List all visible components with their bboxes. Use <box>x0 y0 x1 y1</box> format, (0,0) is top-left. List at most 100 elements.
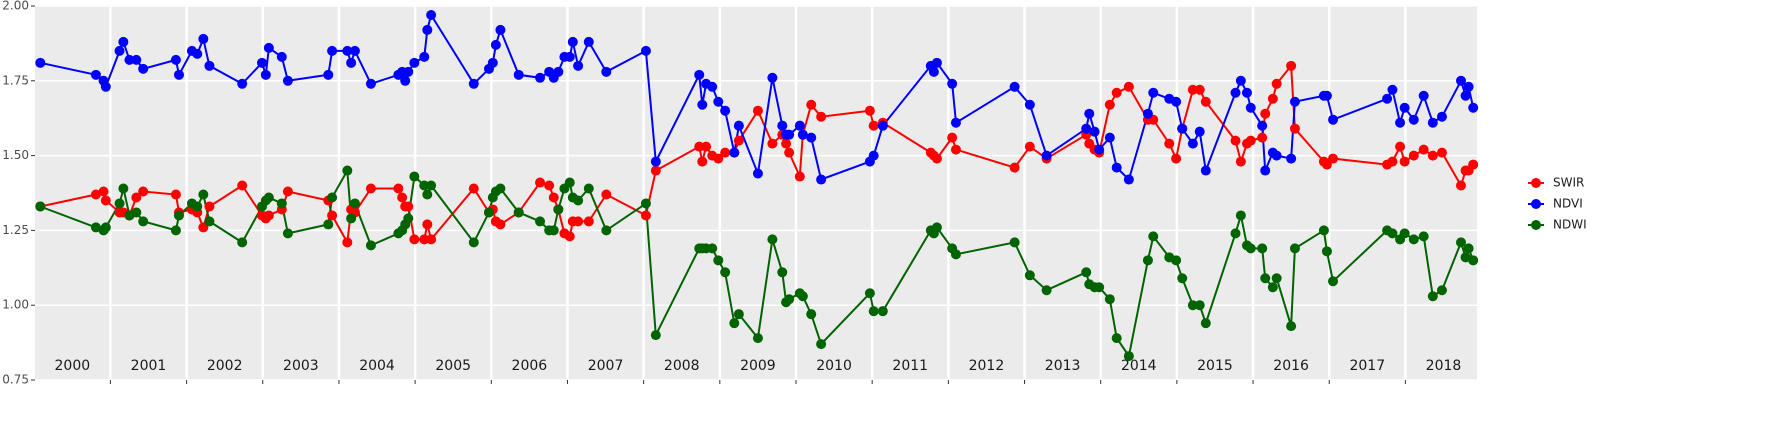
data-point <box>1468 255 1479 266</box>
data-point <box>1230 87 1241 98</box>
y-tick-label: 1.00 <box>2 298 29 312</box>
data-point <box>707 243 718 254</box>
data-point <box>100 195 111 206</box>
data-point <box>720 105 731 116</box>
data-point <box>544 180 555 191</box>
data-point <box>564 231 575 242</box>
data-point <box>1111 162 1122 173</box>
data-point <box>640 198 651 209</box>
data-point <box>1321 246 1332 257</box>
data-point <box>767 72 778 83</box>
data-point <box>204 60 215 71</box>
data-point <box>422 219 433 230</box>
data-point <box>276 51 287 62</box>
legend-marker <box>1531 178 1541 188</box>
data-point <box>573 216 584 227</box>
x-tick-label: 2000 <box>55 358 91 374</box>
data-point <box>931 153 942 164</box>
data-point <box>1094 282 1105 293</box>
data-point <box>1427 291 1438 302</box>
data-point <box>35 201 46 212</box>
data-point <box>118 36 129 47</box>
data-point <box>1382 93 1393 104</box>
data-point <box>1418 144 1429 155</box>
data-point <box>567 36 578 47</box>
data-point <box>1171 153 1182 164</box>
data-point <box>548 225 559 236</box>
data-point <box>650 156 661 167</box>
data-point <box>1408 234 1419 245</box>
data-point <box>170 225 181 236</box>
data-point <box>697 99 708 110</box>
data-point <box>797 291 808 302</box>
data-point <box>1104 132 1115 143</box>
data-point <box>257 57 268 68</box>
data-point <box>1286 153 1297 164</box>
data-point <box>1436 111 1447 122</box>
data-point <box>1235 156 1246 167</box>
data-point <box>100 81 111 92</box>
data-point <box>282 186 293 197</box>
data-point <box>1245 135 1256 146</box>
data-point <box>1436 147 1447 158</box>
data-point <box>323 219 334 230</box>
data-point <box>400 75 411 86</box>
data-point <box>237 237 248 248</box>
data-point <box>1427 150 1438 161</box>
legend-marker <box>1531 199 1541 209</box>
data-point <box>124 54 135 65</box>
data-point <box>90 189 101 200</box>
data-point <box>1427 117 1438 128</box>
legend-label: NDVI <box>1553 197 1583 211</box>
data-point <box>1260 165 1271 176</box>
data-point <box>1286 321 1297 332</box>
x-tick-label: 2002 <box>207 358 243 374</box>
data-point <box>495 219 506 230</box>
data-point <box>1171 96 1182 107</box>
data-point <box>1164 138 1175 149</box>
data-point <box>583 183 594 194</box>
y-tick-label: 0.75 <box>2 373 29 387</box>
data-point <box>713 96 724 107</box>
data-point <box>806 132 817 143</box>
data-point <box>237 180 248 191</box>
data-point <box>1104 99 1115 110</box>
data-point <box>1260 108 1271 119</box>
data-point <box>1387 228 1398 239</box>
data-point <box>1271 78 1282 89</box>
data-point <box>1194 300 1205 311</box>
data-point <box>90 69 101 80</box>
x-tick-label: 2008 <box>664 358 700 374</box>
data-point <box>733 135 744 146</box>
data-point <box>1468 159 1479 170</box>
data-point <box>947 78 958 89</box>
data-point <box>1148 87 1159 98</box>
x-tick-label: 2004 <box>359 358 395 374</box>
data-point <box>495 183 506 194</box>
data-point <box>1289 123 1300 134</box>
data-point <box>35 57 46 68</box>
legend-label: SWIR <box>1553 176 1584 190</box>
data-point <box>173 210 184 221</box>
data-point <box>346 57 357 68</box>
data-point <box>1399 228 1410 239</box>
data-point <box>513 207 524 218</box>
data-point <box>1399 156 1410 167</box>
data-point <box>694 141 705 152</box>
data-point <box>1460 90 1471 101</box>
data-point <box>573 60 584 71</box>
data-point <box>365 183 376 194</box>
data-point <box>1111 87 1122 98</box>
data-point <box>697 156 708 167</box>
data-point <box>1260 273 1271 284</box>
data-point <box>204 216 215 227</box>
x-tick-label: 2012 <box>969 358 1005 374</box>
data-point <box>1084 108 1095 119</box>
data-point <box>1245 243 1256 254</box>
data-point <box>346 213 357 224</box>
data-point <box>192 48 203 59</box>
data-point <box>342 165 353 176</box>
data-point <box>806 99 817 110</box>
data-point <box>403 213 414 224</box>
x-tick-label: 2009 <box>740 358 776 374</box>
